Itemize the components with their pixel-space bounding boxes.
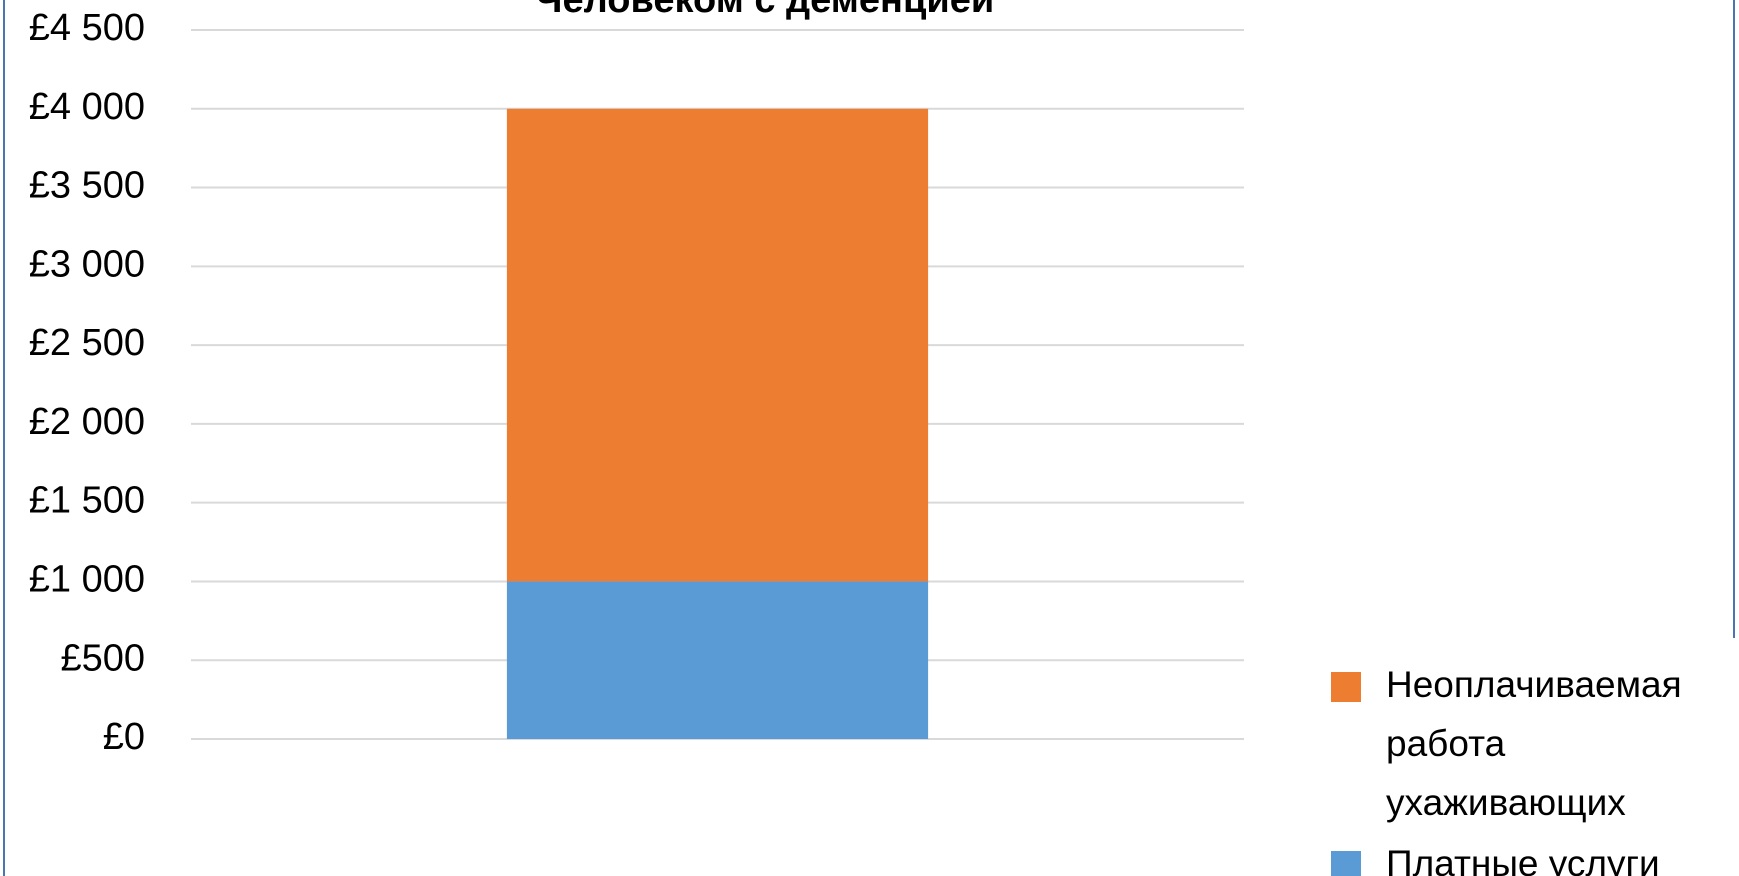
y-tick-label: £2 500 [29, 322, 145, 364]
y-tick-label: £500 [60, 637, 145, 679]
chart-title: Человеком с деменцией [536, 0, 994, 21]
legend-label: Платные услуги [1386, 843, 1660, 876]
y-tick-label: £0 [103, 716, 145, 758]
legend-swatch [1331, 851, 1361, 876]
y-tick-label: £4 000 [29, 86, 145, 128]
y-tick-label: £3 500 [29, 165, 145, 207]
legend-swatch [1331, 672, 1361, 702]
y-tick-label: £1 000 [29, 558, 145, 600]
y-tick-label: £1 500 [29, 480, 145, 522]
y-tick-label: £3 000 [29, 243, 145, 285]
bar-segment [506, 108, 929, 582]
y-tick-label: £4 500 [29, 7, 145, 49]
legend-label: Неоплачиваемая работа ухаживающих [1386, 664, 1682, 823]
bar-segment [506, 581, 929, 739]
y-tick-label: £2 000 [29, 401, 145, 443]
